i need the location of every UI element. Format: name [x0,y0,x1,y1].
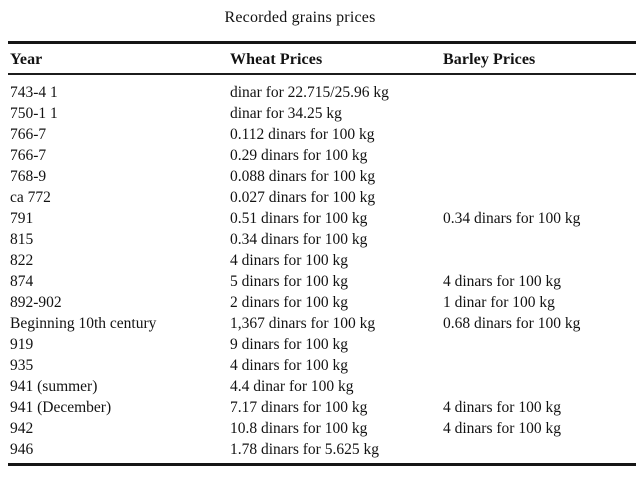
year-cell: 941 (December) [10,398,112,416]
barley-price-cell [443,334,636,355]
table-row: 892-902 2 dinars for 100 kg 1 dinar for … [10,292,636,313]
barley-price-cell [443,250,636,271]
year-cell: 919 [10,335,34,353]
table-title: Recorded grains prices [224,9,376,26]
year-cell: Beginning 10th century [10,314,157,332]
year-cell: 766-7 [10,125,47,143]
top-rule [8,41,636,44]
table-row: ca 772 0.027 dinars for 100 kg [10,187,636,208]
barley-price-cell [443,166,636,187]
table-row: 822 4 dinars for 100 kg [10,250,636,271]
year-cell: 766-7 [10,146,47,164]
barley-price-cell [443,439,636,460]
table-row: 946 1.78 dinars for 5.625 kg [10,439,636,460]
wheat-price-cell: 1,367 dinars for 100 kg [230,314,376,332]
wheat-price-cell: 0.027 dinars for 100 kg [230,188,376,206]
year-cell: 942 [10,419,34,437]
table-row: Beginning 10th century 1,367 dinars for … [10,313,636,334]
table-row: 935 4 dinars for 100 kg [10,355,636,376]
year-cell: 768-9 [10,167,47,185]
wheat-price-cell: 0.51 dinars for 100 kg [230,209,368,227]
barley-price-cell: 4 dinars for 100 kg [443,272,561,290]
table-row: 750-1 1 dinar for 34.25 kg [10,103,636,124]
table-row: 815 0.34 dinars for 100 kg [10,229,636,250]
table-row: 766-7 0.29 dinars for 100 kg [10,145,636,166]
table-row: 919 9 dinars for 100 kg [10,334,636,355]
table-row: 768-9 0.088 dinars for 100 kg [10,166,636,187]
wheat-price-cell: 5 dinars for 100 kg [230,272,348,290]
year-cell: ca 772 [10,188,51,206]
barley-price-cell: 4 dinars for 100 kg [443,419,561,437]
barley-price-cell [443,82,636,103]
wheat-price-cell: dinar for 22.715/25.96 kg [230,83,389,101]
barley-price-cell [443,229,636,250]
year-cell: 874 [10,272,34,290]
barley-price-cell [443,124,636,145]
table-row: 942 10.8 dinars for 100 kg 4 dinars for … [10,418,636,439]
barley-price-cell [443,103,636,124]
table-row: 766-7 0.112 dinars for 100 kg [10,124,636,145]
bottom-rule [8,462,636,466]
wheat-price-cell: 4 dinars for 100 kg [230,356,348,374]
wheat-price-cell: 4 dinars for 100 kg [230,251,348,269]
year-cell: 791 [10,209,34,227]
wheat-price-cell: dinar for 34.25 kg [230,104,342,122]
wheat-price-cell: 1.78 dinars for 5.625 kg [230,440,379,458]
wheat-price-cell: 2 dinars for 100 kg [230,293,348,311]
barley-price-cell: 1 dinar for 100 kg [443,293,555,311]
year-cell: 743-4 1 [10,83,58,101]
year-cell: 822 [10,251,34,269]
barley-price-cell: 0.68 dinars for 100 kg [443,314,581,332]
wheat-price-cell: 10.8 dinars for 100 kg [230,419,368,437]
table-row: 874 5 dinars for 100 kg 4 dinars for 100… [10,271,636,292]
table-body: 743-4 1 dinar for 22.715/25.96 kg 750-1 … [8,75,636,463]
year-cell: 750-1 1 [10,104,58,122]
wheat-price-cell: 0.34 dinars for 100 kg [230,230,368,248]
barley-price-cell: 4 dinars for 100 kg [443,398,561,416]
wheat-price-cell: 7.17 dinars for 100 kg [230,398,368,416]
wheat-price-cell: 0.112 dinars for 100 kg [230,125,375,143]
year-cell: 892-902 [10,293,62,311]
wheat-price-cell: 0.088 dinars for 100 kg [230,167,376,185]
grain-prices-table: Year Wheat Prices Barley Prices 743-4 1 … [8,41,636,466]
year-cell: 946 [10,440,34,458]
barley-price-cell: 0.34 dinars for 100 kg [443,209,581,227]
table-row: 941 (summer) 4.4 dinar for 100 kg [10,376,636,397]
barley-price-cell [443,355,636,376]
table-row: 941 (December) 7.17 dinars for 100 kg 4 … [10,397,636,418]
wheat-price-cell: 4.4 dinar for 100 kg [230,377,354,395]
table-row: 791 0.51 dinars for 100 kg 0.34 dinars f… [10,208,636,229]
barley-price-cell [443,187,636,208]
table-header-row: Year Wheat Prices Barley Prices [8,44,636,73]
wheat-price-cell: 0.29 dinars for 100 kg [230,146,368,164]
year-cell: 935 [10,356,34,374]
column-header-wheat-prices: Wheat Prices [230,51,323,68]
header-rule [8,73,636,75]
column-header-barley-prices: Barley Prices [443,51,536,68]
barley-price-cell [443,145,636,166]
year-cell: 941 (summer) [10,377,98,395]
wheat-price-cell: 9 dinars for 100 kg [230,335,348,353]
year-cell: 815 [10,230,34,248]
column-header-year: Year [10,51,43,68]
barley-price-cell [443,376,636,397]
table-row: 743-4 1 dinar for 22.715/25.96 kg [10,82,636,103]
